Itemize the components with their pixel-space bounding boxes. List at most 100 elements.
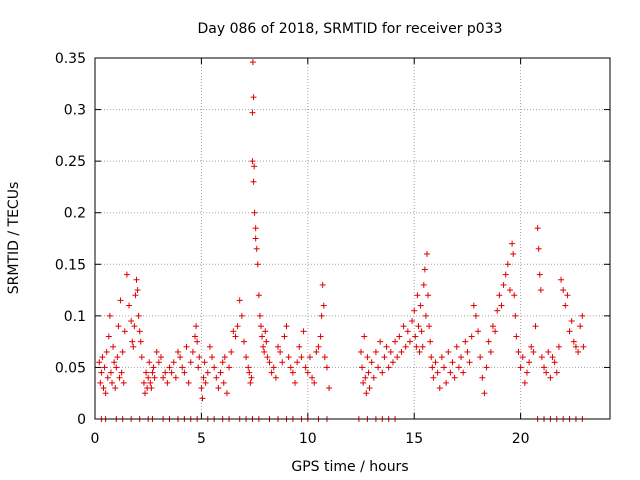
data-point: [116, 374, 123, 381]
data-point: [193, 323, 200, 330]
data-point: [111, 359, 118, 366]
data-point: [413, 343, 420, 350]
x-tick-label: 0: [91, 431, 100, 447]
data-point: [126, 302, 133, 309]
data-point: [479, 374, 486, 381]
data-point: [134, 287, 141, 294]
data-point: [279, 359, 286, 366]
data-point: [145, 374, 152, 381]
data-point: [249, 109, 256, 116]
data-point: [255, 292, 262, 299]
data-point: [201, 359, 208, 366]
data-point: [245, 364, 252, 371]
data-point: [549, 354, 556, 361]
data-point: [219, 359, 226, 366]
data-point: [177, 354, 184, 361]
data-point: [103, 348, 110, 355]
data-point: [509, 240, 516, 247]
data-point: [146, 359, 153, 366]
data-point: [257, 323, 264, 330]
data-point: [120, 379, 127, 386]
data-point: [414, 292, 421, 299]
data-point: [460, 369, 467, 376]
data-point: [496, 292, 503, 299]
data-point: [558, 276, 565, 283]
data-point: [447, 369, 454, 376]
data-point: [149, 369, 156, 376]
data-point: [453, 343, 460, 350]
data-point: [137, 338, 144, 345]
data-point: [541, 364, 548, 371]
data-point: [249, 59, 256, 66]
data-point: [202, 379, 209, 386]
data-point: [99, 354, 106, 361]
data-point: [443, 379, 450, 386]
data-point: [112, 385, 119, 392]
data-point: [100, 385, 107, 392]
data-point: [404, 328, 411, 335]
y-tick-label: 0: [77, 412, 86, 428]
data-point: [117, 297, 124, 304]
data-point: [483, 364, 490, 371]
data-point: [187, 359, 194, 366]
data-point: [562, 302, 569, 309]
data-point: [481, 390, 488, 397]
data-point: [568, 318, 575, 325]
data-point: [379, 369, 386, 376]
data-point: [183, 343, 190, 350]
data-point: [570, 338, 577, 345]
data-point: [364, 354, 371, 361]
data-point: [259, 333, 266, 340]
data-point: [494, 307, 501, 314]
data-point: [428, 354, 435, 361]
data-point: [142, 390, 149, 397]
data-point: [254, 261, 261, 268]
data-point: [97, 379, 104, 386]
y-tick-label: 0.1: [64, 309, 86, 325]
data-point: [375, 364, 382, 371]
data-point: [536, 271, 543, 278]
data-point: [226, 364, 233, 371]
data-point: [427, 338, 434, 345]
data-point: [429, 364, 436, 371]
data-point: [326, 385, 333, 392]
data-point: [252, 235, 259, 242]
data-point: [385, 364, 392, 371]
x-tick-label: 15: [405, 431, 423, 447]
data-point: [409, 318, 416, 325]
data-point: [198, 385, 205, 392]
data-point: [398, 348, 405, 355]
data-point: [253, 245, 260, 252]
data-point: [360, 379, 367, 386]
data-point: [513, 333, 520, 340]
data-point: [268, 369, 275, 376]
data-point: [402, 343, 409, 350]
data-point: [209, 354, 216, 361]
data-point: [185, 379, 192, 386]
data-point: [466, 359, 473, 366]
data-point: [195, 364, 202, 371]
data-point: [168, 369, 175, 376]
data-point: [432, 359, 439, 366]
data-point: [512, 312, 519, 319]
data-point: [416, 348, 423, 355]
data-point: [370, 374, 377, 381]
data-point: [389, 359, 396, 366]
data-point: [449, 359, 456, 366]
data-point: [119, 348, 126, 355]
data-point: [256, 312, 263, 319]
data-point: [547, 374, 554, 381]
x-axis-label: GPS time / hours: [291, 459, 408, 475]
data-point: [136, 328, 143, 335]
data-point: [155, 359, 162, 366]
data-point: [492, 328, 499, 335]
data-point: [426, 323, 433, 330]
data-point: [147, 379, 154, 386]
data-point: [199, 395, 206, 402]
data-point: [204, 369, 211, 376]
data-point: [434, 369, 441, 376]
data-point: [123, 271, 130, 278]
data-point: [223, 390, 230, 397]
data-point: [172, 374, 179, 381]
